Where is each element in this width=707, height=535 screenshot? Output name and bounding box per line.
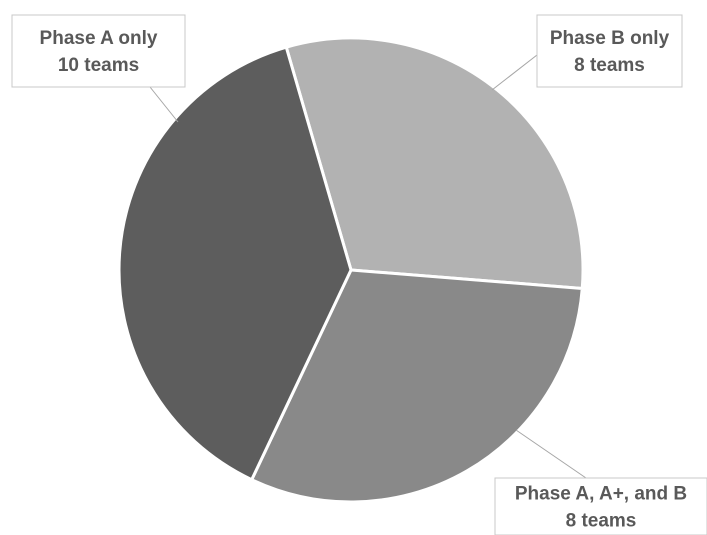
data-label-1: Phase B only 8 teams [536, 14, 683, 88]
data-label-name: Phase A only [40, 28, 158, 49]
leader-line-3 [149, 86, 179, 123]
pie-slice-3 [117, 45, 353, 482]
data-label-box [11, 14, 186, 88]
data-label-box [494, 477, 707, 535]
data-label-box [536, 14, 683, 88]
data-label-value: 8 teams [566, 511, 637, 532]
data-label-value: 10 teams [58, 55, 139, 76]
data-label-3: Phase A only 10 teams [11, 14, 186, 88]
leader-line-1 [491, 54, 538, 91]
data-labels: Phase B only 8 teams Phase A, A+, and B 8 t… [11, 14, 707, 535]
leader-lines [149, 54, 587, 479]
data-label-name: Phase A, A+, and B [515, 484, 687, 505]
data-label-2: Phase A, A+, and B 8 teams [494, 477, 707, 535]
pie-slice-2 [249, 268, 584, 504]
pie-slice-1 [284, 36, 585, 291]
data-label-name: Phase B only [550, 28, 670, 49]
leader-line-2 [515, 429, 587, 479]
data-label-value: 8 teams [574, 55, 645, 76]
pie-slices [117, 36, 585, 504]
